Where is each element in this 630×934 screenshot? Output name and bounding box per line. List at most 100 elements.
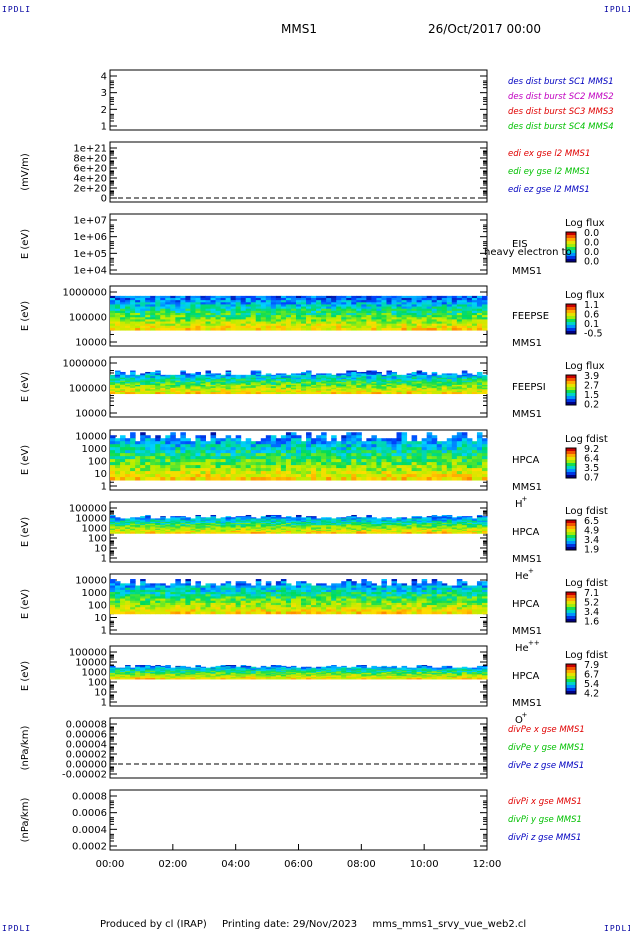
heatmap-cell <box>200 450 207 454</box>
heatmap-cell <box>356 518 362 521</box>
heatmap-cell <box>295 465 302 469</box>
heatmap-cell <box>240 516 247 518</box>
heatmap-cell <box>275 379 282 382</box>
heatmap-cell <box>401 312 408 316</box>
heatmap-cell <box>175 323 181 327</box>
heatmap-cell <box>160 521 166 524</box>
heatmap-cell <box>220 387 227 390</box>
heatmap-cell <box>210 526 217 529</box>
heatmap-cell <box>170 520 176 523</box>
heatmap-cell <box>145 327 151 331</box>
heatmap-cell <box>110 532 116 534</box>
heatmap-cell <box>230 474 237 478</box>
heatmap-cell <box>195 517 201 519</box>
heatmap-cell <box>280 521 287 524</box>
colorbar-frame <box>565 447 577 479</box>
heatmap-cell <box>471 392 478 395</box>
heatmap-cell <box>180 447 186 451</box>
heatmap-cell <box>351 298 357 301</box>
heatmap-cell <box>280 377 287 380</box>
heatmap-cell <box>466 380 473 383</box>
species-label: He <box>515 571 529 582</box>
heatmap-cell <box>270 304 277 308</box>
heatmap-cell <box>140 386 146 389</box>
heatmap-cell <box>235 527 242 530</box>
heatmap-cell <box>366 327 372 331</box>
heatmap-cell <box>481 386 488 389</box>
heatmap-cell <box>160 315 166 318</box>
heatmap-cell <box>225 310 232 314</box>
heatmap-cell <box>426 374 433 377</box>
heatmap-cell <box>421 323 428 327</box>
heatmap-cell <box>195 520 201 523</box>
heatmap-cell <box>461 519 468 522</box>
heatmap-cell <box>321 435 327 439</box>
heatmap-cell <box>361 522 367 525</box>
heatmap-cell <box>411 312 418 316</box>
heatmap-cell <box>135 468 141 472</box>
heatmap-cell <box>381 376 387 379</box>
heatmap-cell <box>295 516 302 518</box>
heatmap-cell <box>110 520 116 523</box>
heatmap-cell <box>306 310 312 314</box>
heatmap-cell <box>331 376 337 379</box>
heatmap-cell <box>391 521 398 524</box>
heatmap-cell <box>341 530 347 533</box>
heatmap-cell <box>411 300 418 303</box>
heatmap-cell <box>391 450 398 454</box>
heatmap-cell <box>160 323 166 327</box>
heatmap-cell <box>401 387 408 390</box>
heatmap-cell <box>481 444 488 448</box>
heatmap-cell <box>386 306 392 310</box>
heatmap-cell <box>160 453 166 457</box>
heatmap-cell <box>336 525 342 527</box>
heatmap-cell <box>306 518 312 521</box>
heatmap-cell <box>150 528 156 531</box>
heatmap-cell <box>190 373 196 376</box>
heatmap-cell <box>306 444 312 448</box>
heatmap-cell <box>321 317 327 320</box>
heatmap-cell <box>451 456 458 460</box>
heatmap-cell <box>135 587 141 591</box>
heatmap-cell <box>311 468 317 472</box>
heatmap-cell <box>135 474 141 478</box>
heatmap-cell <box>230 379 237 382</box>
heatmap-cell <box>125 518 131 521</box>
heatmap-cell <box>225 519 232 522</box>
heatmap-cell <box>160 450 166 454</box>
heatmap-cell <box>260 308 267 312</box>
heatmap-cell <box>381 374 387 377</box>
heatmap-cell <box>210 323 217 327</box>
heatmap-cell <box>240 379 247 382</box>
heatmap-cell <box>311 386 317 389</box>
heatmap-cell <box>215 526 222 529</box>
heatmap-cell <box>255 384 262 387</box>
heatmap-cell <box>401 323 408 327</box>
heatmap-cell <box>125 386 131 389</box>
heatmap-cell <box>200 312 207 316</box>
heatmap-cell <box>250 295 257 299</box>
heatmap-cell <box>451 310 458 314</box>
heatmap-cell <box>130 317 136 320</box>
heatmap-cell <box>411 302 418 305</box>
heatmap-cell <box>311 383 317 386</box>
heatmap-cell <box>245 528 252 531</box>
heatmap-cell <box>170 453 176 457</box>
heatmap-cell <box>301 447 307 451</box>
heatmap-cell <box>321 323 327 327</box>
heatmap-cell <box>386 528 392 531</box>
heatmap-cell <box>150 315 156 318</box>
heatmap-cell <box>240 456 247 460</box>
heatmap-cell <box>306 524 312 526</box>
heatmap-cell <box>245 514 252 517</box>
heatmap-cell <box>120 529 126 532</box>
heatmap-cell <box>240 390 247 393</box>
heatmap-cell <box>285 312 292 316</box>
heatmap-cell <box>125 438 131 442</box>
heatmap-cell <box>346 444 352 448</box>
heatmap-cell <box>391 306 398 310</box>
colorbar-swatch <box>566 381 576 385</box>
heatmap-cell <box>210 474 217 478</box>
heatmap-cell <box>160 392 166 395</box>
y-tick-label: 100000 <box>69 313 107 324</box>
